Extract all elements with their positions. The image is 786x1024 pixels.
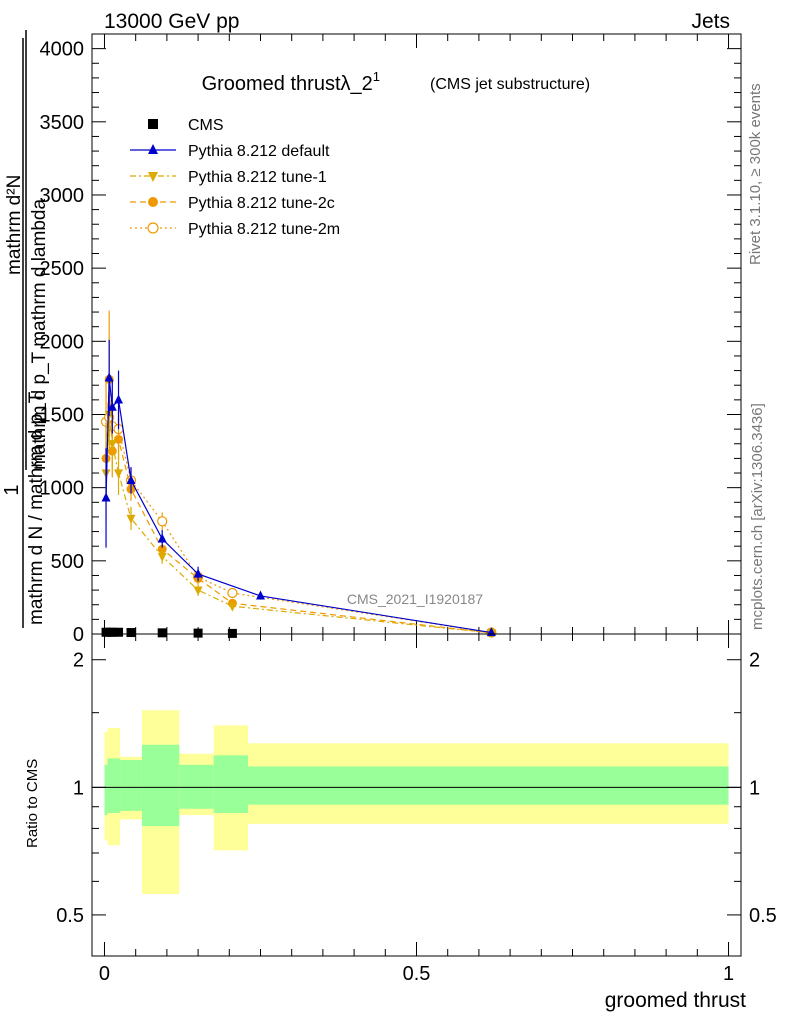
data-point [193,568,203,578]
main-y-axis: 0 500 1000 1500 2000 2500 3000 3500 4000 [40,39,741,646]
data-point [107,627,117,637]
series-0 [101,627,237,638]
data-point [193,586,203,596]
mcplots-reference-label: mcplots.cern.ch [arXiv:1306.3436] [749,403,766,630]
ratio-y-tick-label-right: 0.5 [749,905,777,927]
ratio-y-tick-label: 2 [73,650,84,672]
ratio-y-tick-label-right: 2 [749,650,760,672]
series-layer [100,310,497,639]
ratio-y-axis-label: Ratio to CMS [24,759,41,848]
data-point [157,628,167,638]
chart-subtitle: (CMS jet substructure) [430,76,590,93]
ratio-stat-uncertainty-band [179,764,214,809]
data-point [114,394,124,404]
data-point [227,602,237,612]
data-point [101,492,111,502]
ratio-y-tick-label: 0.5 [56,905,84,927]
chart-title-main: Groomed thrustλ_2 [202,73,373,95]
legend-marker [148,144,158,154]
ratio-stat-uncertainty-band [107,758,121,813]
ratio-stat-uncertainty-band [104,764,108,816]
y-label-fraction-bottom: mathrm d N / mathrm d p_T [26,391,47,625]
legend-entry: Pythia 8.212 tune-1 [130,169,327,186]
main-y-tick-label: 2500 [40,258,85,280]
ratio-y-tick-label: 1 [73,777,84,799]
collision-energy-label: 13000 GeV pp [104,10,239,33]
ratio-bands [104,710,729,895]
main-y-tick-label: 1000 [40,478,85,500]
legend: CMS Pythia 8.212 default Pythia 8.212 tune… [130,117,340,238]
x-tick-label: 0.5 [403,963,431,985]
legend-marker [148,197,158,207]
main-y-tick-label: 500 [51,551,84,573]
chart-title-sup: 1 [373,69,380,84]
main-y-tick-label: 3000 [40,185,85,207]
x-axis-label: groomed thrust [605,989,746,1012]
ratio-x-axis: 0 0.5 1 [99,634,734,985]
legend-marker [148,119,158,129]
series-1 [101,339,496,637]
rivet-version-label: Rivet 3.1.10, ≥ 300k events [747,83,764,265]
ratio-stat-uncertainty-band [248,766,729,805]
data-point [126,474,136,484]
data-point [104,372,114,382]
legend-label: CMS [188,117,224,134]
data-point [255,590,265,600]
main-y-tick-label: 3500 [40,112,85,134]
data-point [227,587,238,599]
chart-title: Groomed thrustλ_21 [202,69,380,95]
main-y-tick-label: 2000 [40,331,85,353]
main-y-tick-label: 1500 [40,404,85,426]
data-point [193,628,203,638]
data-point [227,628,237,638]
legend-label: Pythia 8.212 tune-2m [188,221,340,238]
ratio-panel: 0.5 0.51 12 2 0 0.5 1 Ratio to CMS groomed th… [24,633,777,1012]
y-label-fraction-top: 1 [1,484,23,495]
data-point [126,514,136,524]
legend-entry: Pythia 8.212 default [130,143,330,160]
ratio-stat-uncertainty-band [141,744,180,827]
data-point [157,516,168,527]
data-point [114,627,124,637]
data-point [107,440,117,450]
legend-entry: Pythia 8.212 tune-2c [130,195,335,212]
series-3 [101,310,496,638]
data-point [114,434,124,444]
data-point [157,552,167,562]
main-y-axis-label: 1 mathrm d N / mathrm d p_T mathrm d²N m… [1,30,50,628]
data-point [126,628,136,638]
legend-label: Pythia 8.212 tune-1 [188,169,327,186]
ratio-stat-uncertainty-band [213,755,249,813]
x-tick-label: 0 [99,963,110,985]
main-panel: 0 500 1000 1500 2000 2500 3000 3500 4000 CMS_202… [1,30,742,646]
y-label-denominator: mathrm d p_T mathrm d lambda [29,199,50,470]
legend-label: Pythia 8.212 default [188,143,330,160]
watermark-label: CMS_2021_I1920187 [347,591,483,607]
legend-entry: CMS [148,117,224,134]
x-tick-label: 1 [723,963,734,985]
main-y-tick-label: 0 [73,624,84,646]
ratio-stat-uncertainty-band [120,760,142,811]
process-label: Jets [691,10,730,33]
data-point [157,533,167,543]
ratio-y-axis: 0.5 0.5 1 1 2 2 [56,650,777,927]
legend-entry: Pythia 8.212 tune-2m [130,221,340,238]
ratio-y-tick-label-right: 1 [749,777,760,799]
data-point [114,469,124,479]
data-point [107,401,117,411]
legend-marker [148,172,158,182]
main-y-tick-label: 4000 [40,39,85,61]
legend-label: Pythia 8.212 tune-2c [188,195,335,212]
legend-marker [147,222,159,234]
y-label-numerator: mathrm d²N [4,175,25,275]
